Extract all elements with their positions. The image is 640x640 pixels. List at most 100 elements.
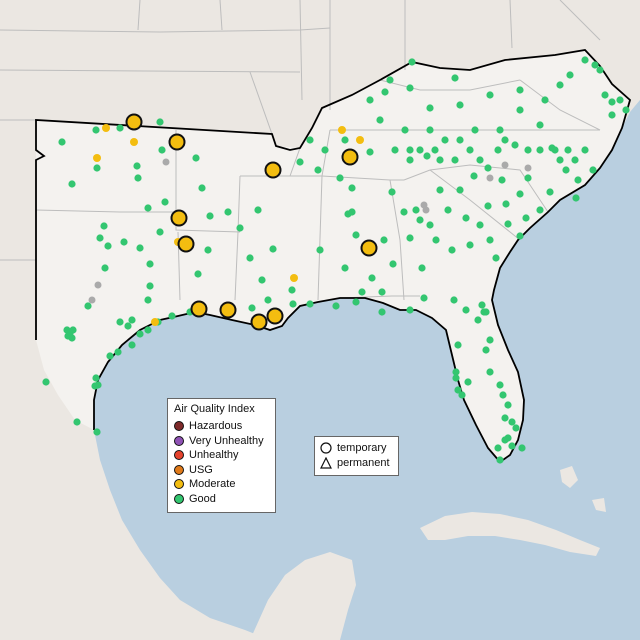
site-marker-good [536, 146, 544, 154]
site-marker-good [146, 282, 154, 290]
site-marker-good [432, 236, 440, 244]
site-marker-good [474, 316, 482, 324]
site-marker-good [348, 208, 356, 216]
site-marker-good [494, 444, 502, 452]
site-marker-good [476, 156, 484, 164]
site-marker-good [448, 246, 456, 254]
site-marker-good [436, 186, 444, 194]
site-marker-good [156, 228, 164, 236]
temporary-site-marker-moderate [264, 161, 282, 179]
site-marker-good [269, 245, 277, 253]
site-marker-good [524, 174, 532, 182]
site-marker-good [306, 136, 314, 144]
temporary-site-marker-moderate [168, 133, 186, 151]
site-marker-good [566, 71, 574, 79]
site-marker-good [572, 194, 580, 202]
region-land [36, 50, 630, 462]
site-marker-good [68, 334, 76, 342]
site-marker-good [352, 231, 360, 239]
legend-label-good: Good [189, 492, 216, 505]
site-marker-good [548, 144, 556, 152]
legend-row-temporary: temporary [320, 441, 393, 456]
site-marker-good [501, 414, 509, 422]
aqi-legend-title: Air Quality Index [174, 403, 255, 415]
site-marker-good [194, 270, 202, 278]
site-marker-no-data [501, 161, 509, 169]
site-marker-good [456, 101, 464, 109]
site-marker-good [192, 154, 200, 162]
site-marker-good [562, 166, 570, 174]
legend-label-temporary: temporary [337, 442, 387, 455]
site-marker-good [91, 382, 99, 390]
site-marker-good [536, 206, 544, 214]
site-marker-good [408, 58, 416, 66]
site-marker-good [378, 308, 386, 316]
site-marker-good [541, 96, 549, 104]
site-marker-good [341, 136, 349, 144]
site-marker-good [601, 91, 609, 99]
cuba-land [420, 512, 600, 556]
site-marker-good [423, 152, 431, 160]
site-marker-good [454, 386, 462, 394]
site-marker-good [571, 156, 579, 164]
site-marker-good [480, 308, 488, 316]
temporary-site-marker-moderate [219, 301, 237, 319]
site-marker-good [556, 81, 564, 89]
site-marker-good [114, 348, 122, 356]
site-marker-good [431, 146, 439, 154]
site-marker-good [316, 246, 324, 254]
site-marker-good [128, 316, 136, 324]
site-marker-good [516, 190, 524, 198]
site-marker-good [416, 146, 424, 154]
site-marker-good [462, 214, 470, 222]
site-marker-good [400, 208, 408, 216]
state-borders [0, 0, 601, 301]
site-marker-good [391, 146, 399, 154]
site-marker-good [348, 184, 356, 192]
legend-row-usg: USG [174, 463, 269, 478]
site-marker-no-data [524, 164, 532, 172]
site-marker-good [366, 96, 374, 104]
temporary-site-marker-moderate [250, 313, 268, 331]
bahamas-land [560, 466, 606, 512]
site-marker-good [516, 232, 524, 240]
site-marker-good [136, 244, 144, 252]
very-unhealthy-swatch [174, 435, 184, 446]
site-marker-good [484, 164, 492, 172]
unhealthy-swatch [174, 450, 184, 461]
site-marker-good [93, 164, 101, 172]
site-marker-good [168, 312, 176, 320]
site-marker-good [482, 346, 490, 354]
site-marker-good [248, 304, 256, 312]
site-marker-good [516, 86, 524, 94]
site-marker-good [136, 330, 144, 338]
site-marker-moderate [356, 136, 364, 144]
region-outline [35, 49, 632, 464]
site-marker-good [254, 206, 262, 214]
temporary-site-marker-moderate [341, 148, 359, 166]
temporary-site-marker-moderate [190, 300, 208, 318]
site-marker-no-data [94, 281, 102, 289]
site-marker-good [128, 341, 136, 349]
site-marker-good [406, 306, 414, 314]
site-marker-good [444, 206, 452, 214]
site-marker-good [546, 188, 554, 196]
site-marker-good [124, 322, 132, 330]
site-marker-good [358, 288, 366, 296]
site-marker-good [522, 214, 530, 222]
site-marker-good [608, 111, 616, 119]
site-marker-good [133, 162, 141, 170]
site-marker-good [386, 76, 394, 84]
site-marker-good [574, 176, 582, 184]
legend-row-very-unhealthy: Very Unhealthy [174, 434, 269, 449]
site-marker-good [581, 146, 589, 154]
temporary-site-marker-moderate [125, 113, 143, 131]
site-marker-good [516, 106, 524, 114]
site-marker-good [564, 146, 572, 154]
legend-label-hazardous: Hazardous [189, 420, 243, 433]
site-marker-good [496, 456, 504, 464]
site-marker-good [84, 302, 92, 310]
moderate-swatch [174, 479, 184, 490]
site-marker-good [508, 442, 516, 450]
site-marker-good [496, 126, 504, 134]
